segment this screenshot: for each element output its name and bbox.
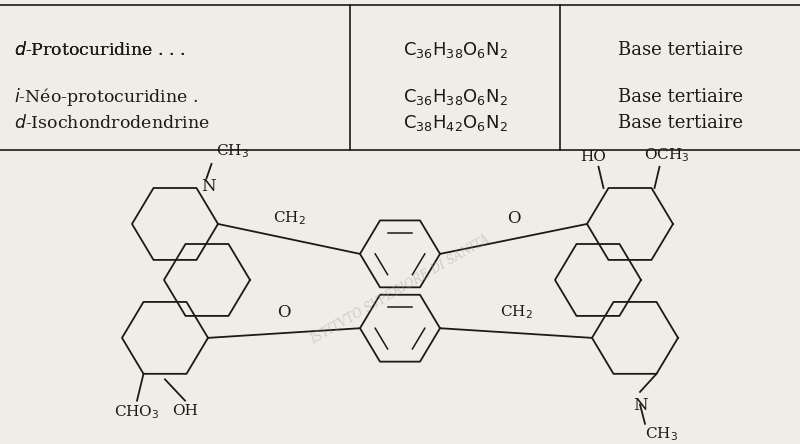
Text: HO: HO: [581, 150, 606, 164]
Text: OH: OH: [172, 404, 198, 417]
Text: $d$-Isochondrodendrine: $d$-Isochondrodendrine: [14, 114, 210, 131]
Text: $i$-Néo-protocuridine .: $i$-Néo-protocuridine .: [14, 86, 198, 107]
Text: N: N: [202, 178, 216, 194]
Text: $d$-Protocuridine . . .: $d$-Protocuridine . . .: [14, 41, 186, 59]
Text: $d$-Protocuridine . . .: $d$-Protocuridine . . .: [14, 41, 186, 59]
Text: O: O: [278, 305, 290, 321]
Text: Base tertiaire: Base tertiaire: [618, 114, 742, 131]
Text: O: O: [506, 210, 520, 227]
Text: $\mathrm{C}_{36}\mathrm{H}_{38}\mathrm{O}_6\mathrm{N}_2$: $\mathrm{C}_{36}\mathrm{H}_{38}\mathrm{O…: [402, 87, 507, 107]
Text: CH$_3$: CH$_3$: [645, 426, 678, 444]
Text: $\mathrm{C}_{38}\mathrm{H}_{42}\mathrm{O}_6\mathrm{N}_2$: $\mathrm{C}_{38}\mathrm{H}_{42}\mathrm{O…: [402, 113, 507, 133]
Text: CHO$_3$: CHO$_3$: [114, 404, 160, 421]
Text: OCH$_3$: OCH$_3$: [644, 146, 690, 164]
Text: CH$_2$: CH$_2$: [273, 210, 306, 227]
Text: CH$_3$: CH$_3$: [217, 143, 250, 160]
Text: ISTITVTO SVPERIORE DI SANITÀ: ISTITVTO SVPERIORE DI SANITÀ: [308, 233, 492, 346]
Text: CH$_2$: CH$_2$: [500, 304, 532, 321]
Text: $\mathrm{C}_{36}\mathrm{H}_{38}\mathrm{O}_6\mathrm{N}_2$: $\mathrm{C}_{36}\mathrm{H}_{38}\mathrm{O…: [402, 40, 507, 60]
Text: N: N: [633, 397, 647, 414]
Text: Base tertiaire: Base tertiaire: [618, 41, 742, 59]
Text: Base tertiaire: Base tertiaire: [618, 87, 742, 106]
